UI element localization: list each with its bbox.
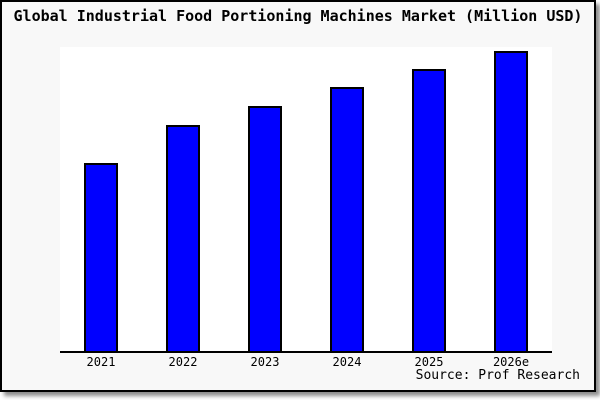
source-credit: Source: Prof Research bbox=[415, 368, 580, 383]
chart-title: Global Industrial Food Portioning Machin… bbox=[13, 7, 583, 25]
bar-2021 bbox=[84, 163, 118, 351]
x-axis-tick-labels: 2021 2022 2023 2024 2025 2026e bbox=[60, 355, 552, 369]
plot-area bbox=[60, 47, 552, 353]
bar-2022 bbox=[166, 125, 200, 351]
bar-slot bbox=[224, 47, 306, 351]
x-tick-label: 2021 bbox=[86, 355, 116, 369]
bar-2025 bbox=[412, 69, 446, 351]
x-tick-label: 2022 bbox=[168, 355, 198, 369]
bar-2024 bbox=[330, 87, 364, 351]
bar-slot bbox=[142, 47, 224, 351]
x-tick-label: 2023 bbox=[250, 355, 280, 369]
bar-slot bbox=[60, 47, 142, 351]
bar-2026e bbox=[494, 51, 528, 351]
bar-slot bbox=[388, 47, 470, 351]
bar-slot bbox=[306, 47, 388, 351]
x-tick-label: 2024 bbox=[332, 355, 362, 369]
x-tick-label: 2025 bbox=[414, 355, 444, 369]
bar-slot bbox=[470, 47, 552, 351]
chart-panel: Global Industrial Food Portioning Machin… bbox=[0, 0, 596, 392]
bar-2023 bbox=[248, 106, 282, 351]
x-tick-label: 2026e bbox=[492, 355, 530, 369]
